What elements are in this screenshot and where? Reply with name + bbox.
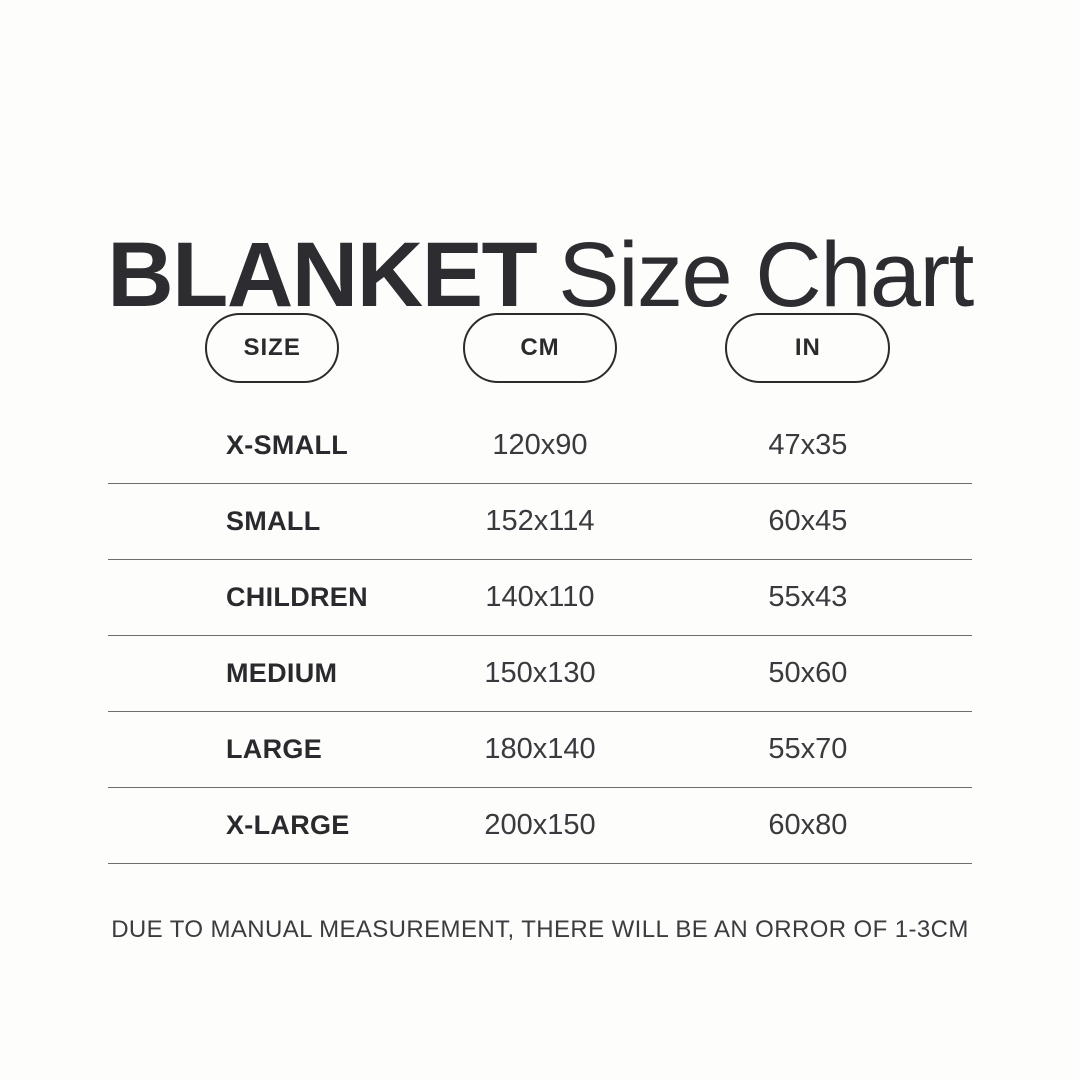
column-header-in-pill: IN (725, 313, 891, 383)
in-value: 60x80 (768, 809, 848, 841)
size-label: MEDIUM (226, 658, 338, 688)
table-row: SMALL 152x114 60x45 (108, 484, 972, 560)
cm-value: 150x130 (484, 657, 596, 689)
measurement-note: DUE TO MANUAL MEASUREMENT, THERE WILL BE… (111, 916, 969, 943)
table-row: LARGE 180x140 55x70 (108, 712, 972, 788)
in-value: 55x70 (768, 733, 848, 765)
cm-value: 200x150 (484, 809, 596, 841)
size-label: CHILDREN (226, 582, 368, 612)
column-header-cell-size: SIZE (108, 313, 436, 383)
cm-value: 180x140 (484, 733, 596, 765)
table-row: MEDIUM 150x130 50x60 (108, 636, 972, 712)
size-label: LARGE (226, 734, 322, 764)
page-title: BLANKET Size Chart (0, 229, 1080, 321)
table-row: CHILDREN 140x110 55x43 (108, 560, 972, 636)
column-header-cell-in: IN (644, 313, 972, 383)
column-header-size-pill: SIZE (205, 313, 340, 383)
in-value: 55x43 (768, 581, 848, 613)
table-row: X-LARGE 200x150 60x80 (108, 788, 972, 864)
size-label: X-LARGE (226, 810, 350, 840)
size-table: X-SMALL 120x90 47x35 SMALL 152x114 60x45… (108, 408, 972, 864)
in-value: 50x60 (768, 657, 848, 689)
page-title-suffix: Size Chart (558, 223, 974, 326)
in-value: 60x45 (768, 505, 848, 537)
in-value: 47x35 (768, 429, 848, 461)
cm-value: 140x110 (485, 581, 595, 613)
table-row: X-SMALL 120x90 47x35 (108, 408, 972, 484)
page-title-product: BLANKET (107, 223, 538, 326)
size-label: X-SMALL (226, 430, 349, 460)
column-header-cm-pill: CM (462, 313, 617, 383)
column-headers: SIZE CM IN (108, 313, 972, 383)
cm-value: 152x114 (485, 505, 595, 537)
cm-value: 120x90 (492, 429, 588, 461)
size-label: SMALL (226, 506, 321, 536)
column-header-cell-cm: CM (436, 313, 643, 383)
